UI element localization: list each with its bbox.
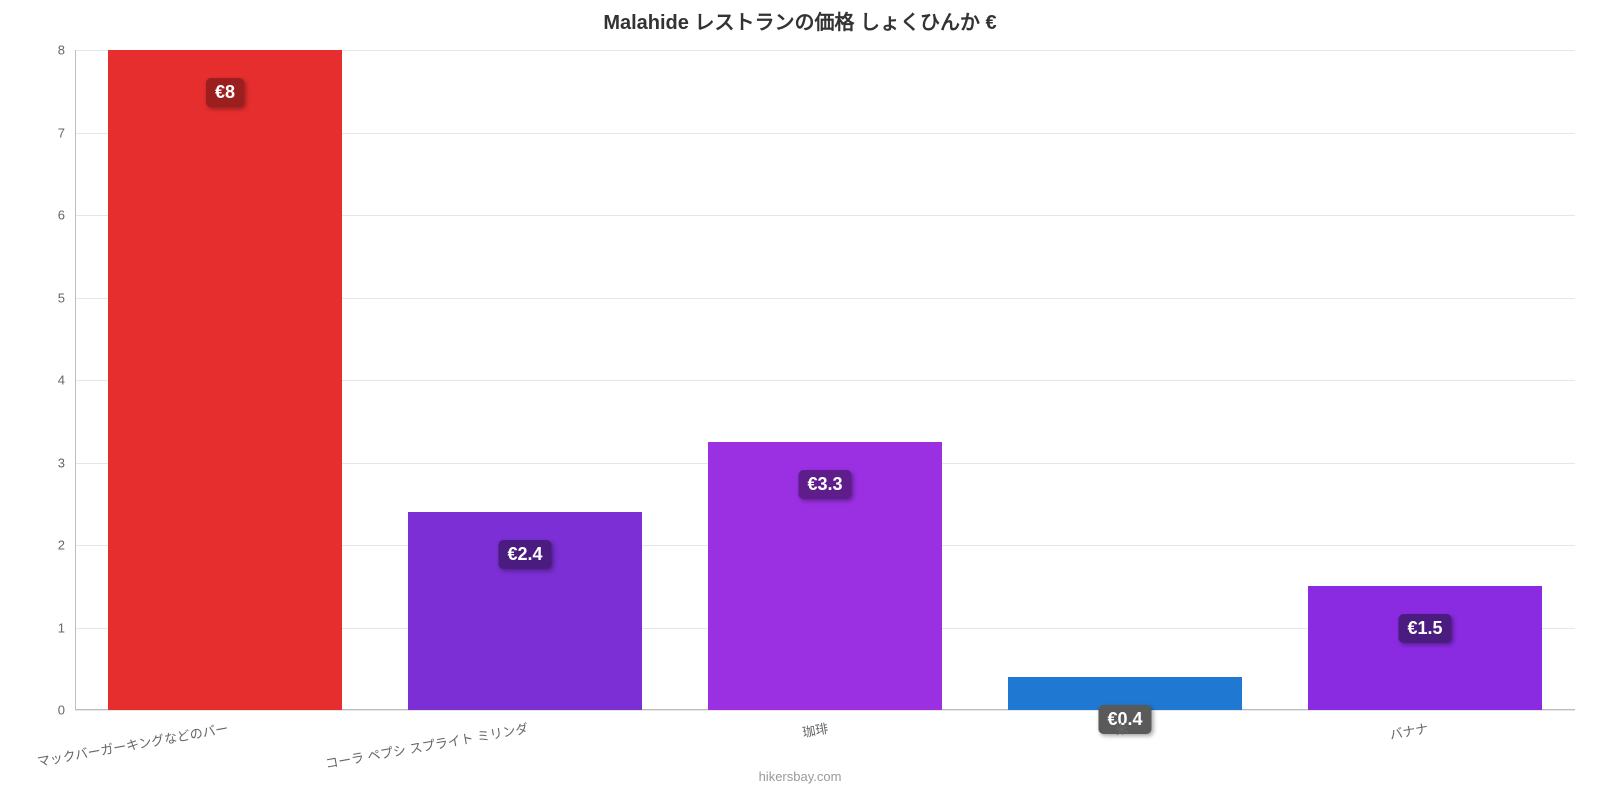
value-badge: €1.5 <box>1398 614 1451 643</box>
value-badge: €8 <box>206 78 244 107</box>
y-tick-label: 3 <box>58 455 75 470</box>
plot-area: 012345678€8マックバーガーキングなどのバー€2.4コーラ ペプシ スプ… <box>75 50 1575 710</box>
y-tick-label: 4 <box>58 373 75 388</box>
y-tick-label: 7 <box>58 125 75 140</box>
y-axis-line <box>75 50 76 710</box>
y-tick-label: 1 <box>58 620 75 635</box>
bar <box>1308 586 1542 710</box>
chart-title: Malahide レストランの価格 しょくひんか € <box>0 6 1600 35</box>
y-tick-label: 8 <box>58 43 75 58</box>
x-tick-label: マックバーガーキングなどのバー <box>34 710 230 770</box>
price-bar-chart: Malahide レストランの価格 しょくひんか € 012345678€8マッ… <box>0 0 1600 800</box>
x-tick-label: コーラ ペプシ スプライト ミリンダ <box>322 710 529 772</box>
y-tick-label: 5 <box>58 290 75 305</box>
x-tick-label: 珈琲 <box>799 710 829 741</box>
bar <box>108 50 342 710</box>
y-tick-label: 6 <box>58 208 75 223</box>
value-badge: €2.4 <box>498 540 551 569</box>
chart-credit: hikersbay.com <box>0 769 1600 784</box>
x-tick-label: バナナ <box>1387 710 1430 743</box>
y-tick-label: 2 <box>58 538 75 553</box>
y-tick-label: 0 <box>58 703 75 718</box>
value-badge: €3.3 <box>798 470 851 499</box>
